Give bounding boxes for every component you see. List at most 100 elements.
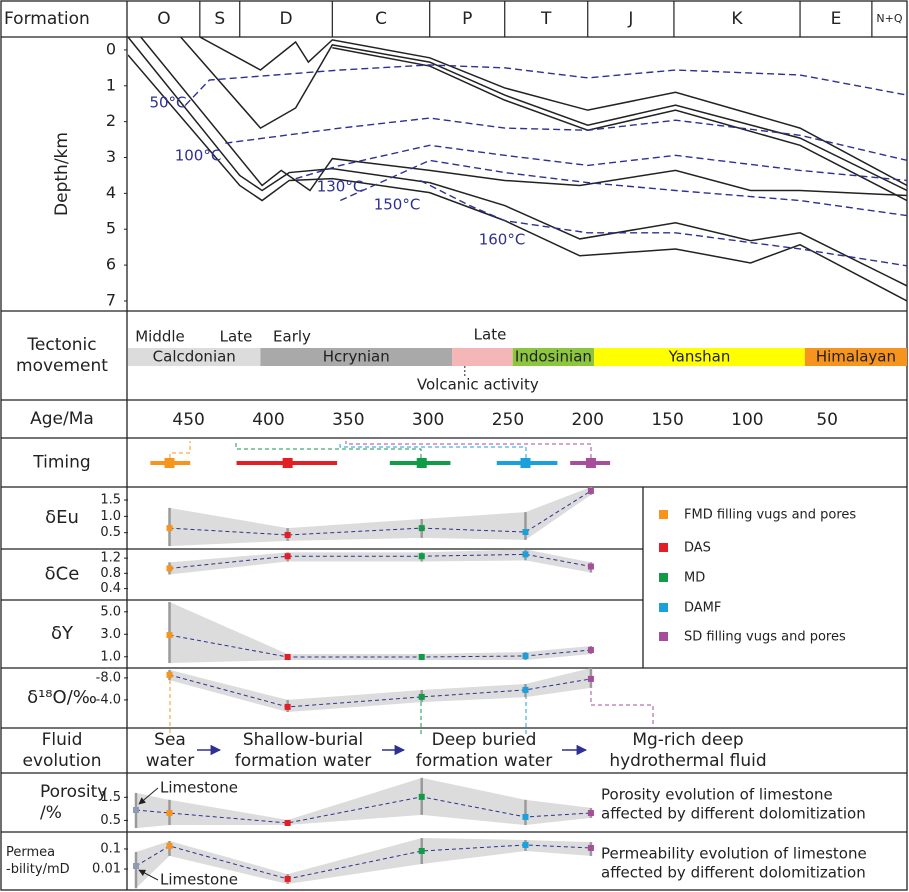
row-label: Formation — [4, 9, 90, 29]
fluid-stage: hydrothermal fluid — [609, 751, 766, 771]
tectonic-name: Calcdonian — [153, 348, 236, 366]
isotherm — [225, 117, 907, 162]
isotherm — [184, 64, 907, 106]
fluid-stage: formation water — [235, 751, 371, 771]
data-point — [418, 848, 425, 855]
data-point — [132, 807, 139, 814]
tectonic-period — [128, 348, 261, 366]
row-label: Age/Ma — [30, 409, 94, 429]
data-point — [418, 653, 425, 660]
legend-label: SD filling vugs and pores — [684, 630, 846, 645]
isotherm-label: 150°C — [374, 196, 421, 214]
connector — [169, 441, 191, 458]
row-label: -bility/mD — [6, 862, 70, 877]
tectonic-period — [512, 348, 595, 366]
connector — [235, 441, 422, 458]
tectonic-period — [804, 348, 907, 366]
formation-name: P — [462, 9, 472, 29]
range-envelope — [169, 549, 591, 575]
tectonic-name: Hcrynian — [323, 348, 390, 366]
tectonic-period — [260, 348, 453, 366]
annotation: Limestone — [160, 779, 238, 797]
formation-name: N+Q — [876, 12, 902, 25]
annotation: Limestone — [160, 871, 238, 889]
isotherm — [340, 159, 907, 217]
formation-name: O — [157, 9, 170, 29]
fluid-stage: water — [146, 751, 194, 771]
formation-name: K — [731, 9, 743, 29]
formation-name: D — [279, 9, 292, 29]
data-point — [166, 632, 173, 639]
legend-swatch — [659, 603, 668, 612]
row-label: δ¹⁸O/‰ — [27, 687, 97, 708]
data-point — [166, 842, 173, 849]
trend-line — [135, 796, 591, 824]
tectonic-name: Himalayan — [816, 348, 896, 366]
y-tick-label: 5 — [106, 219, 116, 238]
row-label: Tectonic — [26, 335, 96, 355]
legend-swatch — [659, 632, 668, 641]
x-tick-label: 200 — [572, 410, 604, 430]
formation-name: J — [627, 9, 633, 29]
y-tick-label: 1.2 — [100, 551, 121, 566]
note: affected by different dolomitization — [601, 805, 866, 823]
row-label: Permea — [6, 845, 55, 860]
isotherm-label: 130°C — [317, 178, 364, 196]
tectonic-period — [594, 348, 805, 366]
tectonic-name: Indosinian — [515, 348, 592, 366]
connector — [339, 441, 527, 458]
burial-curves — [128, 37, 907, 302]
y-tick-label: 1.0 — [100, 649, 121, 664]
fluid-stage: Deep buried — [432, 730, 537, 750]
y-tick-label: 0.1 — [100, 841, 121, 856]
data-point — [587, 487, 594, 494]
burial-line — [128, 37, 907, 287]
fluid-stage: formation water — [416, 751, 552, 771]
y-tick-label: 0.8 — [100, 566, 121, 581]
annotation-arrow — [138, 787, 159, 805]
legend-swatch — [659, 573, 668, 582]
timing-point — [416, 458, 427, 468]
y-tick-label: 4 — [106, 183, 116, 202]
formation-name: S — [214, 9, 225, 29]
y-tick-label: 1.0 — [100, 509, 121, 524]
connectors — [169, 441, 654, 736]
timing-point — [282, 458, 293, 468]
y-tick-label: 6 — [106, 255, 116, 274]
data-point — [587, 844, 594, 851]
range-envelope — [169, 668, 591, 713]
data-point — [284, 531, 291, 538]
annotation: Volcanic activity — [417, 376, 539, 394]
row-label: Porosity — [40, 782, 107, 802]
data-point — [166, 671, 173, 678]
data-point — [522, 551, 529, 558]
data-point — [166, 525, 173, 532]
y-tick-label: 0.4 — [100, 581, 121, 596]
x-tick-label: 50 — [816, 410, 838, 430]
formation-name: E — [831, 9, 842, 29]
y-tick-label: 7 — [106, 290, 116, 309]
data-point — [284, 553, 291, 560]
row-label: movement — [16, 356, 108, 376]
x-tick-label: 100 — [731, 410, 763, 430]
data-point — [284, 703, 291, 710]
burial-line — [199, 37, 907, 187]
data-point — [284, 653, 291, 660]
legend-label: MD — [684, 571, 705, 586]
data-point — [587, 563, 594, 570]
row-label: /% — [40, 803, 62, 823]
x-tick-label: 300 — [412, 410, 444, 430]
connector — [345, 441, 592, 458]
x-tick-label: 400 — [252, 410, 284, 430]
range-envelope — [169, 487, 591, 547]
legend-swatch — [659, 543, 668, 552]
note: Porosity evolution of limestone — [601, 786, 833, 804]
data-point — [418, 553, 425, 560]
burial-line — [128, 54, 907, 302]
isotherm-label: 100°C — [175, 147, 222, 165]
fluid-stage: Sea — [154, 730, 186, 750]
trend-line — [135, 844, 591, 880]
row-label: Fluid — [42, 730, 83, 750]
